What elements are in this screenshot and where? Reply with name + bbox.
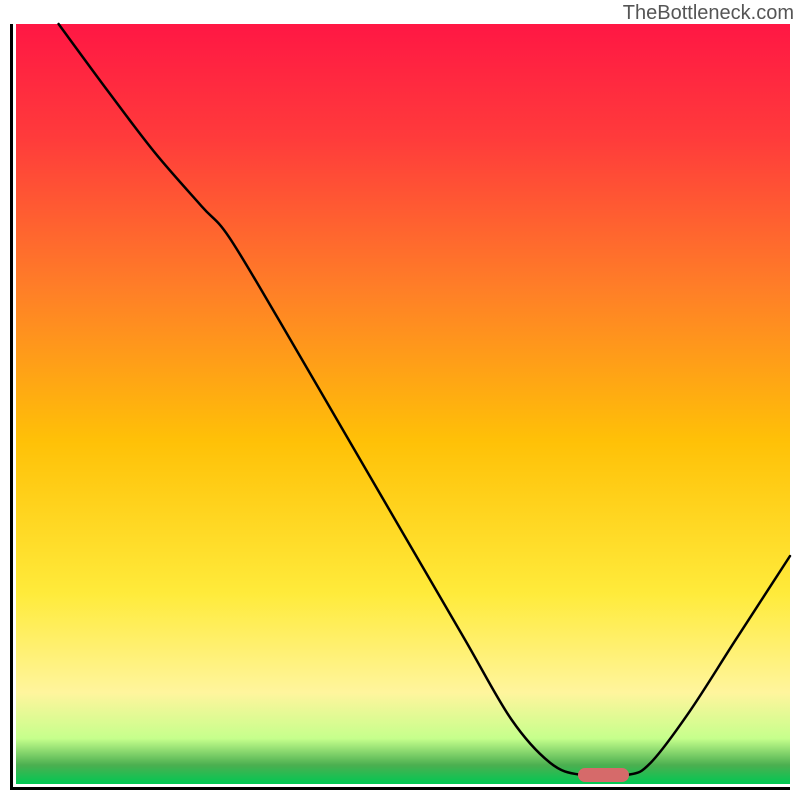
bottleneck-curve [16,24,790,784]
optimum-marker [578,768,629,782]
watermark-text: TheBottleneck.com [623,2,794,25]
plot-container [10,24,790,790]
plot-axes [10,24,790,790]
